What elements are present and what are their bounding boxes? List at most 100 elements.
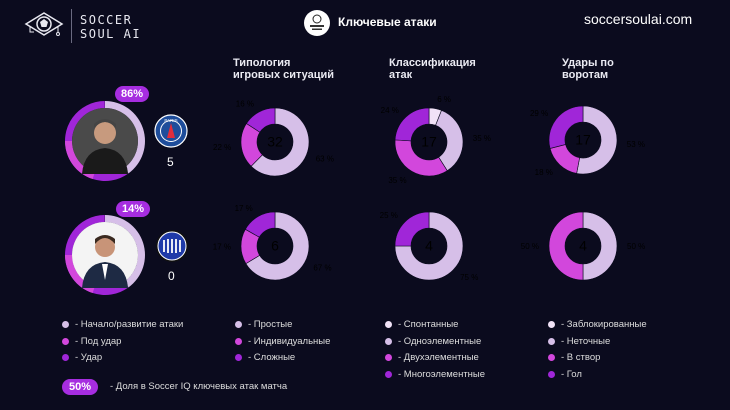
brand-line-1: SOCCER: [80, 13, 133, 27]
page-title: Ключевые атаки: [338, 15, 437, 29]
legend-item: - Неточные: [548, 336, 610, 347]
inter-crest-icon: [156, 230, 188, 262]
legend-dot-icon: [548, 321, 555, 328]
share-legend-text: - Доля в Soccer IQ ключевых атак матча: [110, 381, 288, 392]
psg-score: 5: [167, 155, 174, 169]
donut-slice-label: 53 %: [627, 140, 645, 149]
legend-label: - Одноэлементные: [398, 335, 482, 347]
legend-label: - Спонтанные: [398, 319, 459, 330]
donut-chart: 6 % 35 % 35 % 24 % 17: [381, 95, 491, 185]
legend-item: - Многоэлементные: [385, 369, 485, 380]
donut-slice: [250, 107, 310, 177]
legend-item: - Спонтанные: [385, 319, 458, 330]
donut-slice-label: 16 %: [236, 99, 254, 108]
column-title-classification: Классификация атак: [389, 57, 476, 81]
column-title-line: Классификация: [389, 57, 476, 69]
legend-dot-icon: [62, 354, 69, 361]
donut-slice-label: 29 %: [530, 109, 548, 118]
legend-label: - Гол: [561, 368, 582, 380]
legend-item: - Начало/развитие атаки: [62, 319, 183, 330]
legend-dot-icon: [548, 337, 555, 345]
legend-dot-icon: [385, 337, 392, 345]
brand-line-2: SOUL AI: [80, 27, 142, 41]
donut-center-total: 4: [425, 238, 433, 254]
legend-item: - Гол: [548, 369, 582, 380]
donut-chart: 67 % 17 % 17 % 6: [213, 204, 332, 281]
donut-chart: 75 % 25 % 4: [380, 211, 479, 282]
coach-photo: [72, 108, 138, 174]
donut-center-total: 4: [579, 238, 587, 254]
donut-slice: [576, 105, 618, 175]
legend-dot-icon: [62, 337, 69, 345]
donut-slice: [245, 211, 310, 281]
donut-chart: 50 % 50 % 4: [521, 211, 645, 281]
legend-dot-icon: [385, 354, 392, 361]
legend-item: - Под удар: [62, 336, 121, 347]
legend-dot-icon: [62, 321, 69, 328]
coach-photo: [72, 222, 138, 288]
legend-dot-icon: [235, 354, 242, 361]
share-ring-light: [105, 215, 145, 288]
logo-divider: [71, 9, 72, 43]
column-title-line: атак: [389, 69, 413, 81]
legend-label: - Начало/развитие атаки: [75, 319, 184, 330]
donut-slice-label: 24 %: [381, 106, 399, 115]
donut-slice-label: 67 %: [313, 264, 331, 273]
donut-slice-label: 50 %: [521, 242, 539, 251]
column-title-shots: Удары по воротам: [562, 57, 614, 81]
donut-slice-label: 63 %: [316, 155, 334, 164]
donut-chart: 53 % 18 % 29 % 17: [530, 105, 645, 177]
donut-center-total: 17: [421, 134, 437, 150]
column-title-line: Типология: [233, 57, 291, 69]
donut-slice: [244, 211, 276, 238]
legend-label: - Удар: [75, 352, 103, 363]
inter-score: 0: [168, 269, 175, 283]
legend-label: - Простые: [248, 319, 293, 330]
donut-slice-label: 6 %: [437, 95, 451, 104]
donut-slice: [246, 107, 276, 133]
donut-chart: 63 % 22 % 16 % 32: [213, 99, 334, 177]
donut-slice-label: 25 %: [380, 211, 398, 220]
psg-crest-icon: PARIS: [154, 114, 188, 148]
legend-label: - В створ: [561, 352, 601, 363]
legend-label: - Под удар: [75, 335, 122, 347]
legend-item: - Индивидуальные: [235, 336, 330, 347]
legend-dot-icon: [235, 337, 242, 345]
site-link[interactable]: soccersoulai.com: [584, 11, 693, 27]
donut-slice: [394, 107, 430, 142]
legend-label: - Многоэлементные: [398, 368, 486, 380]
legend-item: - Удар: [62, 352, 102, 363]
column-title-typology: Типология игровых ситуаций: [233, 57, 334, 81]
legend-item: - Двухэлементные: [385, 352, 479, 363]
donut-slice: [394, 211, 430, 247]
donut-slice: [548, 105, 584, 149]
column-title-line: Удары по: [562, 57, 614, 69]
legend-dot-icon: [385, 370, 392, 378]
legend-item: - Одноэлементные: [385, 336, 481, 347]
svg-text:PARIS: PARIS: [164, 118, 177, 123]
column-title-line: игровых ситуаций: [233, 69, 335, 81]
legend-dot-icon: [235, 321, 242, 328]
donut-slice: [549, 144, 580, 174]
legend-label: - Индивидуальные: [248, 335, 331, 347]
legend-item: - В створ: [548, 352, 600, 363]
donut-slice-label: 18 %: [535, 168, 553, 177]
legend-item: - Простые: [235, 319, 292, 330]
donut-slice-label: 50 %: [627, 242, 645, 251]
legend-label: - Сложные: [248, 352, 296, 363]
donut-center-total: 6: [271, 238, 279, 254]
legend-label: - Заблокированные: [561, 319, 647, 330]
donut-center-total: 17: [575, 132, 591, 148]
psg-share-badge: 86%: [115, 86, 150, 102]
donut-slice: [548, 211, 584, 281]
legend-item: - Сложные: [235, 352, 295, 363]
column-title-line: воротам: [562, 69, 609, 81]
donut-slice-label: 35 %: [388, 176, 406, 185]
donut-slice: [394, 211, 464, 281]
legend-item: - Заблокированные: [548, 319, 647, 330]
inter-share-badge: 14%: [116, 201, 151, 217]
donut-slice: [582, 211, 618, 281]
share-ring-light: [105, 101, 145, 174]
donut-slice-label: 75 %: [460, 273, 478, 282]
